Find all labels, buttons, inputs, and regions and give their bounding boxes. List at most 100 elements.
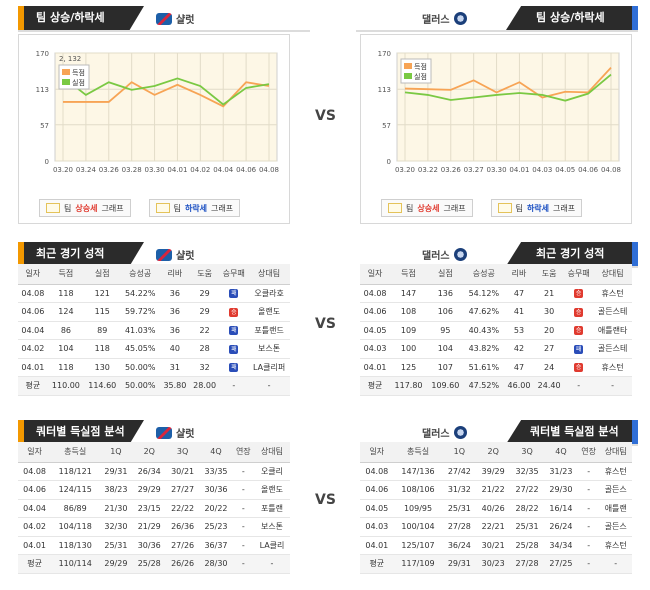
table-row: 04.02 104/118 32/30 21/29 26/36 25/23- 보스톤	[18, 517, 290, 537]
column-header: 총득실	[51, 442, 100, 463]
column-header: 상대팀	[593, 264, 632, 285]
x-tick-label: 03.26	[99, 166, 120, 174]
btn-highlight: 하락세	[526, 203, 550, 213]
table-cell: 100	[390, 339, 427, 359]
column-header: 연장	[577, 442, 600, 463]
vs-label: VS	[315, 316, 336, 332]
table-cell: 29/31	[99, 462, 133, 481]
table-cell: 36	[160, 284, 190, 303]
table-row: 04.01 125/107 36/24 30/21 25/28 34/34- 휴스턴	[360, 536, 632, 555]
column-header: 도움	[189, 264, 220, 285]
table-cell: 22/21	[476, 517, 511, 537]
table-cell: 27/22	[510, 480, 544, 500]
legend-label: 실점	[414, 72, 427, 81]
average-cell: -	[593, 376, 632, 396]
table-row: 04.01 118 130 50.00% 31 32 패 LA클리퍼	[18, 358, 290, 377]
graph-icon	[497, 203, 512, 213]
table-cell: 21	[534, 284, 565, 303]
team-tag-right: 댈러스	[422, 425, 467, 440]
quarter-title: 쿼터별 득실점 분석	[506, 420, 632, 444]
column-header: 2Q	[476, 442, 511, 463]
table-cell: 29/29	[132, 480, 166, 500]
uptrend-graph-button[interactable]: 팀 상승세 그래프	[381, 199, 473, 217]
table-row: 04.05 109 95 40.43% 53 20 승 애틀랜타	[360, 321, 632, 340]
average-row: 평균 117.80 109.60 47.52% 46.00 24.40- -	[360, 376, 632, 396]
table-cell: 04.08	[18, 462, 52, 481]
table-cell: 41.03%	[120, 321, 161, 340]
table-cell: 32	[189, 358, 220, 377]
table-cell: 휴스턴	[593, 284, 632, 303]
y-tick-label: 57	[382, 122, 391, 130]
average-cell: -	[564, 376, 594, 396]
mavericks-logo-icon	[453, 248, 467, 261]
y-tick-label: 113	[378, 86, 391, 94]
table-cell: 118/130	[51, 536, 100, 555]
table-cell: 104	[426, 339, 464, 359]
legend-label: 실점	[72, 78, 85, 87]
table-cell: 108/106	[393, 480, 443, 500]
table-row: 04.08 147 136 54.12% 47 21 승 휴스턴	[360, 284, 632, 303]
table-row: 04.05 109/95 25/31 40/26 28/22 16/14- 애틀랜	[360, 499, 632, 518]
table-cell: 04.08	[360, 462, 394, 481]
table-cell: 21/29	[132, 517, 166, 537]
y-tick-label: 0	[387, 158, 391, 166]
table-cell: 승	[564, 358, 594, 377]
x-tick-label: 04.06	[578, 166, 599, 174]
table-cell: 27/42	[442, 462, 477, 481]
table-cell: 30/36	[132, 536, 166, 555]
table-cell: 118/121	[51, 462, 100, 481]
x-tick-label: 03.24	[76, 166, 97, 174]
table-cell: 109	[390, 321, 427, 340]
table-cell: 25/31	[99, 536, 133, 555]
table-cell: 보스톤	[253, 517, 290, 537]
table-cell: 휴스턴	[599, 462, 632, 481]
table-cell: 골든스테	[593, 339, 632, 359]
table-cell: 04.01	[18, 358, 48, 377]
table-cell: -	[232, 499, 254, 518]
team-name: 댈러스	[422, 429, 450, 440]
table-cell: 27/28	[442, 517, 477, 537]
table-cell: 147	[390, 284, 427, 303]
table-cell: 109/95	[393, 499, 443, 518]
downtrend-graph-button[interactable]: 팀 하락세 그래프	[490, 199, 583, 217]
column-header: 일자	[360, 442, 394, 463]
x-tick-label: 04.06	[236, 166, 257, 174]
table-cell: 36	[160, 321, 190, 340]
team-tag-left: 샬럿	[156, 11, 194, 26]
hornets-logo-icon	[156, 12, 172, 25]
average-cell: -	[248, 376, 290, 396]
table-cell: 50.00%	[120, 358, 161, 377]
team-tag-right: 댈러스	[422, 11, 467, 26]
x-tick-label: 03.28	[122, 166, 142, 174]
graph-icon	[155, 203, 170, 213]
table-row: 04.08 118/121 29/31 26/34 30/21 33/35- 오클리	[18, 462, 290, 481]
table-cell: 04.01	[360, 358, 391, 377]
average-cell: 평균	[360, 554, 394, 574]
trend-chart-right: 170 113 57 0 03.20 03.22 03.26 03.27 03.30 04.01 0…	[360, 34, 632, 224]
table-header-row: 일자 득점 실점 승성공 리바 도움 승무패 상대팀	[18, 264, 290, 285]
table-cell: 54.22%	[120, 284, 161, 303]
table-cell: 04.08	[18, 284, 48, 303]
team-tag-left: 샬럿	[156, 247, 194, 262]
header-accent	[18, 420, 24, 444]
btn-prefix: 팀	[64, 203, 72, 213]
column-header: 총득실	[393, 442, 443, 463]
table-header-row: 일자 총득실 1Q 2Q 3Q 4Q 연장 상대팀	[360, 442, 632, 463]
column-header: 승성공	[120, 264, 161, 285]
table-cell: 04.04	[18, 499, 52, 518]
graph-icon	[46, 203, 60, 213]
column-header: 승무패	[564, 264, 594, 285]
hornets-logo-icon	[156, 248, 172, 261]
average-cell: 27/28	[510, 554, 544, 574]
uptrend-graph-button[interactable]: 팀 상승세 그래프	[39, 199, 131, 217]
header-accent	[632, 6, 638, 30]
table-cell: 25/31	[442, 499, 477, 518]
table-cell: 125/107	[393, 536, 443, 555]
table-row: 04.08 118 121 54.22% 36 29 패 오클라호	[18, 284, 290, 303]
downtrend-graph-button[interactable]: 팀 하락세 그래프	[148, 199, 241, 217]
x-tick-label: 03.22	[418, 166, 438, 174]
table-cell: 패	[219, 358, 249, 377]
table-cell: 31	[160, 358, 190, 377]
btn-suffix: 그래프	[101, 203, 124, 213]
